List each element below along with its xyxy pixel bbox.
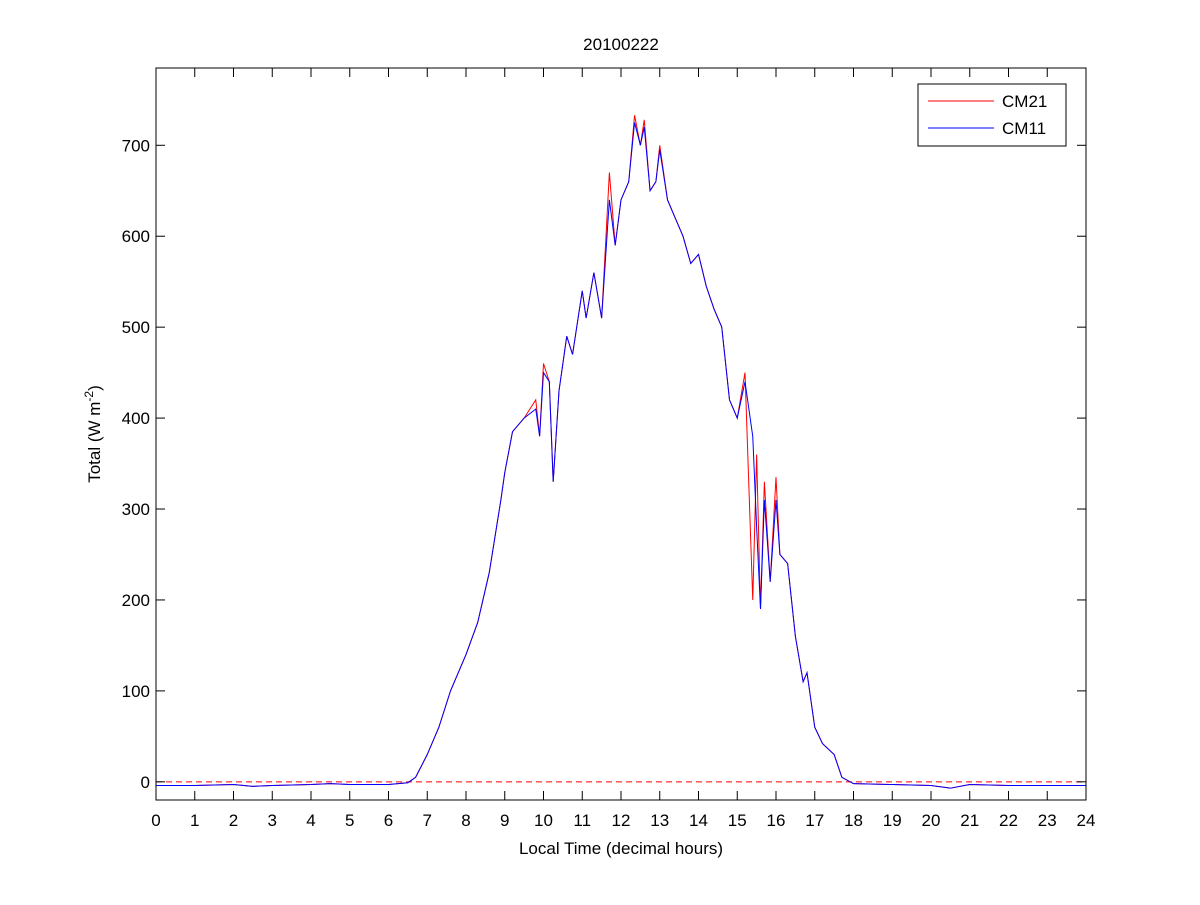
x-tick-label: 18: [844, 811, 863, 830]
y-tick-label: 100: [122, 682, 150, 701]
x-tick-label: 20: [922, 811, 941, 830]
y-tick-label: 700: [122, 136, 150, 155]
x-tick-label: 6: [384, 811, 393, 830]
legend-label: CM11: [1002, 119, 1046, 138]
x-tick-label: 9: [500, 811, 509, 830]
x-tick-label: 14: [689, 811, 708, 830]
x-tick-label: 3: [268, 811, 277, 830]
x-tick-label: 22: [999, 811, 1018, 830]
x-tick-label: 4: [306, 811, 315, 830]
x-tick-label: 10: [534, 811, 553, 830]
chart-title: 20100222: [583, 35, 659, 54]
x-tick-label: 2: [229, 811, 238, 830]
y-tick-label: 200: [122, 591, 150, 610]
x-tick-label: 12: [612, 811, 631, 830]
x-tick-label: 5: [345, 811, 354, 830]
y-axis-label-tail: ): [85, 385, 104, 391]
x-tick-label: 16: [767, 811, 786, 830]
y-axis-label: Total (W m-2): [82, 385, 104, 483]
x-tick-label: 21: [960, 811, 979, 830]
x-tick-label: 19: [883, 811, 902, 830]
x-tick-label: 1: [190, 811, 199, 830]
legend-label: CM21: [1002, 92, 1047, 111]
y-axis-label-text: Total (W m: [85, 402, 104, 483]
data-line: [156, 122, 1086, 789]
x-tick-label: 0: [151, 811, 160, 830]
x-tick-label: 15: [728, 811, 747, 830]
x-axis-label: Local Time (decimal hours): [519, 839, 723, 858]
x-tick-label: 8: [461, 811, 470, 830]
y-axis-label-sup: -2: [82, 391, 96, 402]
y-tick-label: 0: [141, 773, 150, 792]
y-tick-label: 600: [122, 227, 150, 246]
x-tick-label: 23: [1038, 811, 1057, 830]
x-tick-label: 13: [650, 811, 669, 830]
x-tick-label: 17: [805, 811, 824, 830]
x-tick-label: 7: [423, 811, 432, 830]
legend-box: [917, 83, 1067, 147]
y-tick-label: 500: [122, 318, 150, 337]
x-tick-label: 24: [1077, 811, 1096, 830]
y-tick-label: 300: [122, 500, 150, 519]
y-tick-label: 400: [122, 409, 150, 428]
x-tick-label: 11: [573, 811, 591, 830]
